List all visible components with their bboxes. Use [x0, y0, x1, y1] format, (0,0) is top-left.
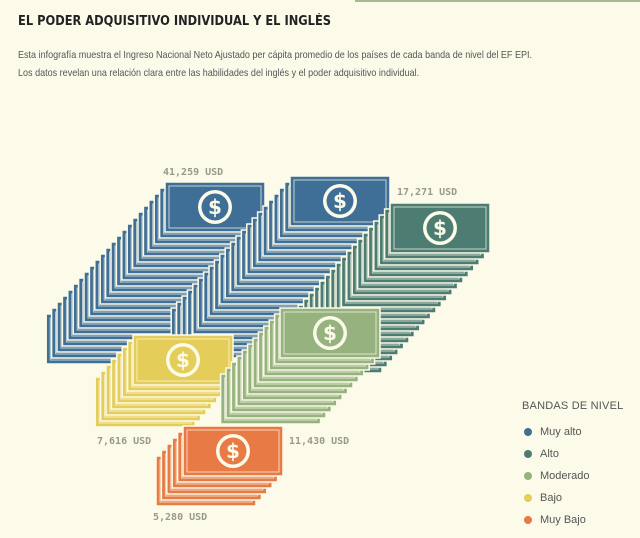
- bill: $: [182, 425, 284, 477]
- bill-stack-muy-alto: $: [45, 181, 266, 365]
- legend-label: Bajo: [540, 492, 563, 504]
- dollar-sign-icon: $: [226, 439, 240, 463]
- legend-label: Muy alto: [540, 426, 582, 438]
- legend-label: Alto: [540, 448, 559, 460]
- bill: $: [389, 202, 491, 254]
- legend-dot: [524, 450, 532, 458]
- legend-dot: [524, 494, 532, 502]
- legend-item-muy-alto: Muy alto: [522, 421, 623, 443]
- dollar-sign-icon: $: [208, 195, 222, 219]
- bill-stack-moderado: $: [219, 307, 381, 425]
- value-label-muy-alto: 41,259 USD: [163, 167, 223, 178]
- description-line-2: Los datos revelan una relación clara ent…: [18, 67, 420, 79]
- description: Esta infografía muestra el Ingreso Nacio…: [18, 46, 532, 82]
- dollar-sign-icon: $: [433, 216, 447, 240]
- bill: $: [279, 307, 381, 359]
- legend: BANDAS DE NIVEL Muy alto Alto Moderado B…: [522, 400, 623, 531]
- legend-label: Moderado: [540, 470, 590, 482]
- bill-stack-muy-bajo: $: [155, 425, 284, 507]
- value-label-bajo: 7,616 USD: [97, 436, 151, 447]
- legend-item-alto: Alto: [522, 443, 623, 465]
- legend-title: BANDAS DE NIVEL: [522, 400, 624, 412]
- value-label-moderado: 11,430 USD: [289, 436, 349, 447]
- top-divider: [355, 0, 640, 2]
- value-label-alto: 17,271 USD: [397, 187, 457, 198]
- legend-dot: [524, 516, 532, 524]
- legend-item-bajo: Bajo: [522, 487, 623, 509]
- page-title: EL PODER ADQUISITIVO INDIVIDUAL Y EL ING…: [18, 14, 332, 29]
- dollar-sign-icon: $: [333, 189, 347, 213]
- dollar-sign-icon: $: [323, 321, 337, 345]
- bill: $: [132, 334, 234, 386]
- description-line-1: Esta infografía muestra el Ingreso Nacio…: [18, 49, 533, 61]
- bill-stack-bajo: $: [94, 334, 234, 428]
- legend-item-muy-bajo: Muy Bajo: [522, 509, 623, 531]
- legend-item-moderado: Moderado: [522, 465, 623, 487]
- legend-dot: [524, 472, 532, 480]
- bill: $: [289, 175, 391, 227]
- legend-dot: [524, 428, 532, 436]
- legend-label: Muy Bajo: [540, 514, 586, 526]
- value-label-muy-bajo: 5,280 USD: [153, 512, 207, 523]
- dollar-sign-icon: $: [176, 348, 190, 372]
